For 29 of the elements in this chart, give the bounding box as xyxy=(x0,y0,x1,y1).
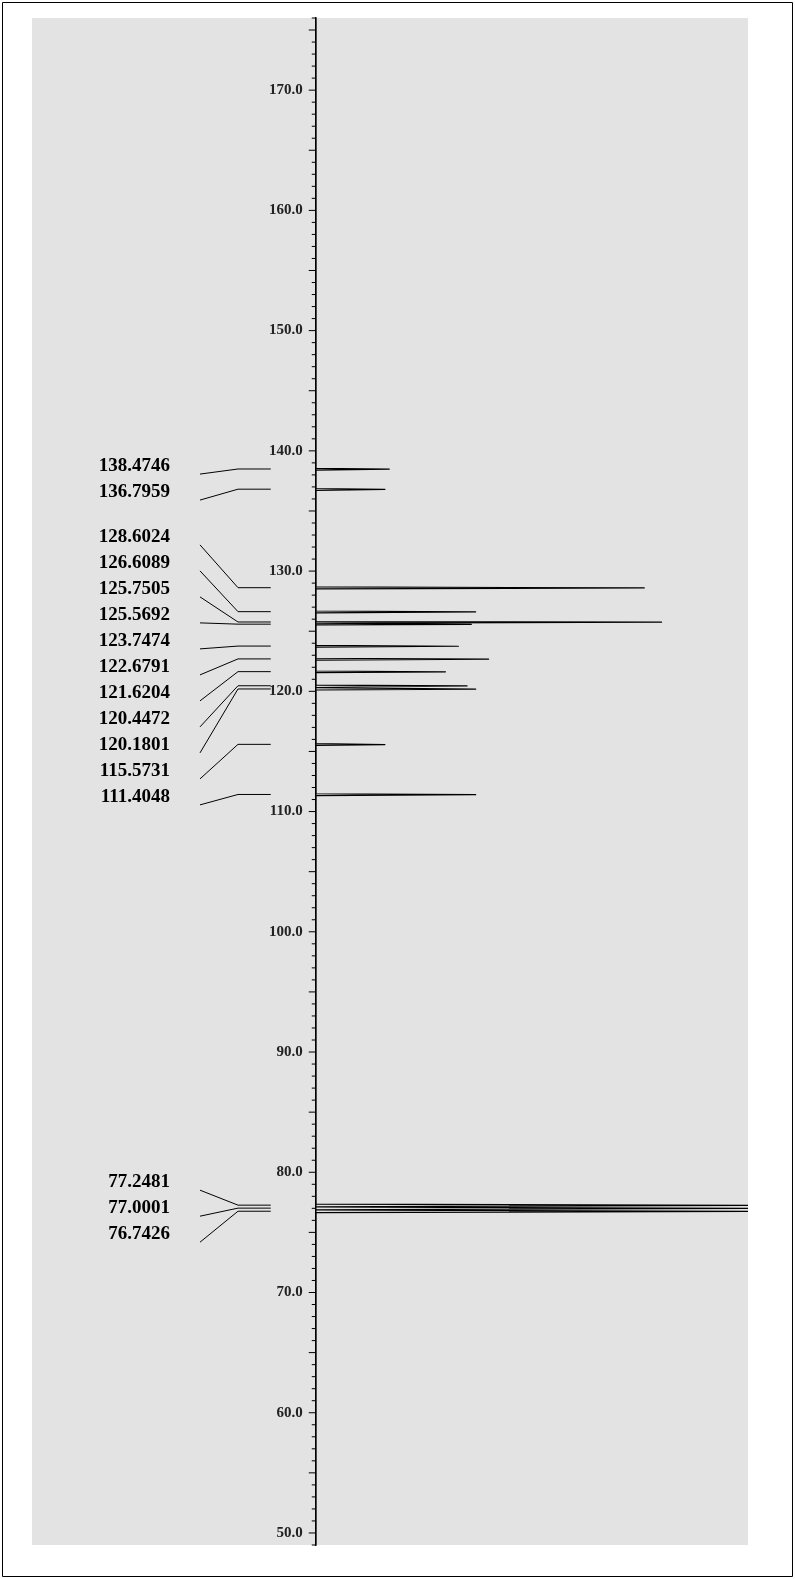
text: 111.4048 xyxy=(100,784,170,806)
text: 125.5692 xyxy=(98,602,170,624)
y-tick-label: 80.0 xyxy=(276,1163,303,1180)
text: 126.6089 xyxy=(98,550,170,572)
y-tick-label: 160.0 xyxy=(269,201,303,218)
text: 121.6204 xyxy=(98,680,171,702)
text: 123.7474 xyxy=(98,628,171,650)
text: 125.7505 xyxy=(98,576,170,598)
text: 122.6791 xyxy=(98,654,170,676)
y-tick-label: 150.0 xyxy=(269,321,303,338)
y-tick-label: 90.0 xyxy=(276,1042,303,1059)
y-tick-label: 50.0 xyxy=(276,1523,303,1540)
y-tick-label: 140.0 xyxy=(269,441,303,458)
y-tick-label: 110.0 xyxy=(269,802,303,819)
text: 136.7959 xyxy=(98,480,170,502)
y-tick-label: 120.0 xyxy=(269,682,303,699)
y-tick-label: 60.0 xyxy=(276,1403,303,1420)
y-tick-label: 100.0 xyxy=(269,922,303,939)
text: 120.4472 xyxy=(98,706,170,728)
y-tick-label: 70.0 xyxy=(276,1283,303,1300)
text: 115.5731 xyxy=(99,758,170,780)
text: 76.7426 xyxy=(108,1222,170,1244)
y-tick-label: 170.0 xyxy=(269,81,303,98)
text: 77.0001 xyxy=(108,1196,170,1218)
text: 128.6024 xyxy=(98,524,171,546)
y-tick-label: 130.0 xyxy=(269,561,303,578)
text: 138.4746 xyxy=(98,454,170,476)
text: 120.1801 xyxy=(98,732,170,754)
text: 77.2481 xyxy=(108,1170,170,1192)
